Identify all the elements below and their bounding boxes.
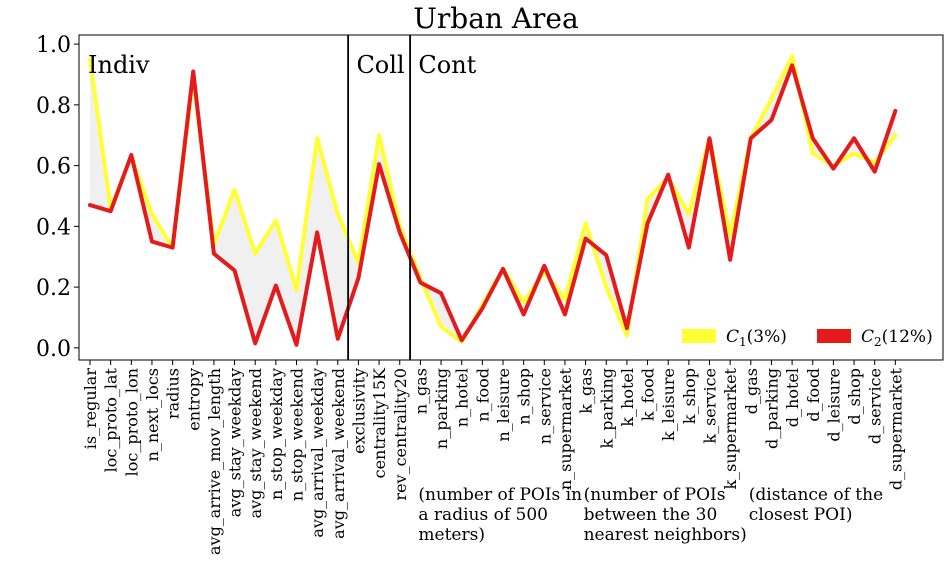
x-tick-label: k_parking bbox=[597, 368, 616, 448]
y-tick-label: 0.4 bbox=[36, 215, 71, 240]
x-tick-label: loc_proto_lon bbox=[122, 368, 141, 476]
x-tick-label: d_food bbox=[804, 368, 823, 422]
legend-label-2: C2(12%) bbox=[861, 327, 933, 349]
x-tick-label: d_shop bbox=[845, 368, 864, 425]
x-tick-label: n_hotel bbox=[453, 368, 472, 427]
x-tick-label: avg_stay_weekday bbox=[226, 368, 245, 517]
series-line-2 bbox=[88, 63, 898, 347]
x-tick-label: n_supermarket bbox=[556, 367, 575, 490]
x-tick-label: n_parking bbox=[432, 368, 451, 449]
group-label-coll: Coll bbox=[356, 51, 404, 79]
x-tick-label: d_gas bbox=[742, 368, 761, 414]
chart-title: Urban Area bbox=[413, 2, 578, 35]
legend-swatch-1 bbox=[682, 329, 716, 343]
plot-area-frame bbox=[78, 34, 944, 361]
x-tick-label: avg_arrival_weekday bbox=[308, 368, 327, 538]
x-tick-label: d_hotel bbox=[783, 368, 802, 427]
legend-label-1: C1(3%) bbox=[726, 327, 787, 349]
x-tick-label: n_leisure bbox=[494, 368, 513, 442]
x-tick-label: k_service bbox=[701, 368, 720, 444]
x-tick-label: k_supermarket bbox=[721, 367, 740, 489]
x-tick-label: n_stop_weekday bbox=[267, 368, 286, 500]
group-label-cont: Cont bbox=[418, 51, 476, 79]
x-tick-label: radius bbox=[164, 368, 183, 419]
legend: C1(3%) C2(12%) bbox=[682, 327, 933, 349]
annotations-layer: (number of POIs in a radius of 500 meters)… bbox=[418, 485, 883, 545]
x-tick-label: k_hotel bbox=[618, 368, 637, 427]
annotation-3: (distance of the closest POI) bbox=[749, 485, 883, 525]
y-tick-label: 0.6 bbox=[36, 155, 71, 180]
x-tick-label: centrality15K bbox=[370, 367, 389, 478]
x-tick-label: d_leisure bbox=[824, 368, 843, 442]
legend-swatch-2 bbox=[817, 329, 851, 343]
x-tick-label: n_gas bbox=[411, 368, 430, 414]
group-label-indiv: Indiv bbox=[88, 51, 150, 79]
group-labels-layer: Indiv Coll Cont bbox=[88, 51, 477, 79]
difference-fill-layer bbox=[90, 56, 896, 345]
x-tick-label: entropy bbox=[184, 368, 203, 431]
x-tick-label: rev_centrality20 bbox=[391, 368, 410, 501]
annotation-2: (number of POIs between the 30 nearest nei… bbox=[584, 485, 747, 545]
y-tick-label: 0.2 bbox=[36, 276, 71, 301]
x-tick-label: avg_arrive_mov_length bbox=[205, 368, 224, 555]
x-tick-label: k_shop bbox=[680, 368, 699, 424]
x-tick-label: n_next_locs bbox=[143, 368, 162, 461]
series-lines-layer bbox=[88, 54, 898, 347]
x-tick-label: n_shop bbox=[515, 368, 534, 425]
x-tick-label: n_stop_weekend bbox=[288, 368, 307, 501]
x-tick-label: avg_stay_weekend bbox=[246, 368, 265, 518]
x-tick-label: n_service bbox=[535, 368, 554, 444]
y-tick-label: 0.8 bbox=[36, 94, 71, 119]
x-tick-label: avg_arrival_weekend bbox=[329, 368, 348, 539]
y-tick-label: 0.0 bbox=[36, 337, 71, 362]
x-tick-label: d_supermarket bbox=[886, 367, 905, 490]
y-axis: 0.0 0.2 0.4 0.6 0.8 1.0 bbox=[36, 33, 79, 362]
x-axis: is_regular loc_proto_lat loc_proto_lon n_ne… bbox=[81, 360, 905, 555]
difference-area bbox=[90, 56, 896, 345]
x-tick-label: n_food bbox=[473, 368, 492, 422]
x-tick-label: k_leisure bbox=[659, 368, 678, 441]
x-tick-label: k_food bbox=[639, 368, 658, 421]
x-tick-label: k_gas bbox=[577, 368, 596, 414]
group-separators-layer bbox=[347, 35, 411, 360]
annotation-1: (number of POIs in a radius of 500 meters) bbox=[418, 485, 582, 545]
x-tick-label: is_regular bbox=[81, 368, 100, 450]
x-tick-label: d_service bbox=[866, 368, 885, 444]
y-tick-label: 1.0 bbox=[36, 33, 71, 58]
x-tick-label: loc_proto_lat bbox=[102, 367, 121, 472]
x-tick-label: d_parking bbox=[762, 368, 781, 449]
x-tick-label: exclusivity bbox=[349, 368, 368, 454]
